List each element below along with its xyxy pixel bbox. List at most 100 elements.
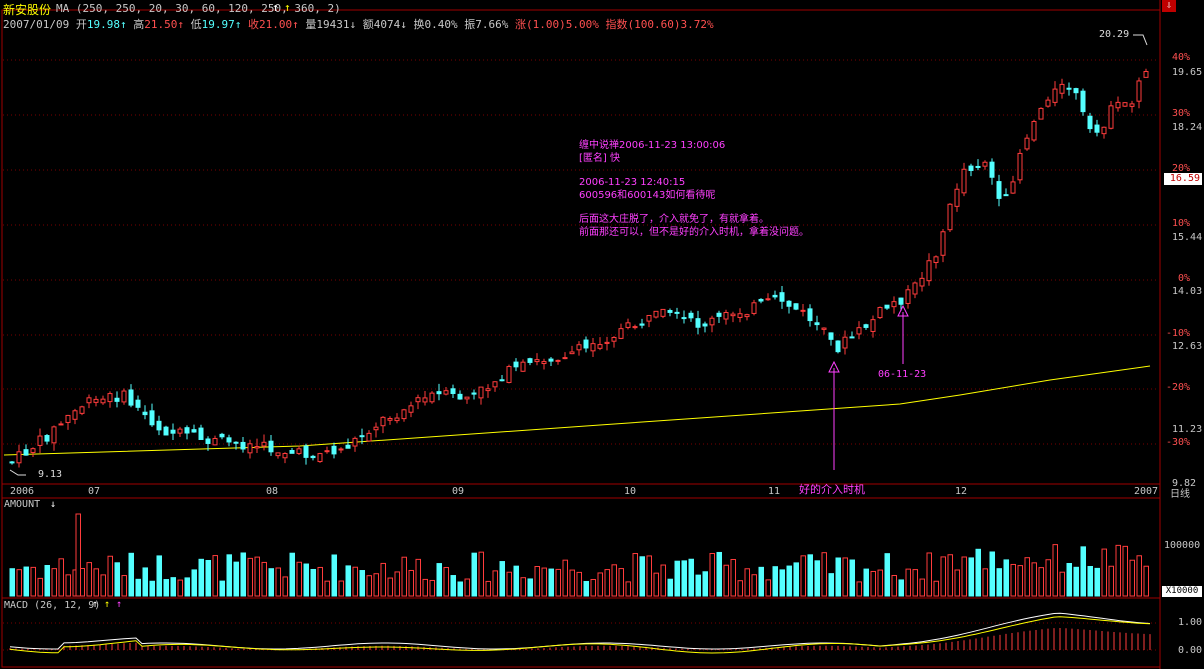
- volume-bar: [198, 558, 204, 597]
- volume-bar: [1122, 545, 1128, 597]
- scroll-down-icon[interactable]: ⇩: [1162, 0, 1176, 12]
- volume-bar: [618, 568, 624, 597]
- volume-bar: [226, 554, 232, 597]
- candlestick: [191, 424, 197, 433]
- amount-arrow-icon: ↓: [400, 18, 407, 31]
- candlestick: [520, 359, 526, 372]
- candlestick: [667, 308, 673, 317]
- min-price-label: 9.13: [38, 469, 63, 480]
- candlestick: [1136, 77, 1142, 109]
- candlestick: [317, 452, 323, 463]
- volume-unit-badge: X10000: [1162, 586, 1202, 597]
- low-arrow-icon: ↑: [234, 18, 242, 31]
- candlestick: [632, 324, 638, 330]
- amount-label: 额: [362, 18, 374, 31]
- candlestick: [982, 160, 988, 170]
- candlestick: [884, 304, 890, 310]
- macd-panel-frame: [1, 597, 1161, 668]
- candlestick: [625, 318, 631, 330]
- candlestick: [499, 374, 505, 382]
- amplitude-label: 振: [464, 18, 476, 31]
- candlestick: [16, 444, 22, 468]
- candlestick: [583, 336, 589, 353]
- volume-bar: [597, 572, 603, 597]
- x-label-09: 09: [452, 486, 465, 497]
- volume-bar: [184, 577, 190, 597]
- volume-bar: [534, 566, 540, 597]
- volume-bar: [1038, 567, 1044, 597]
- rise-value: (1.00)5.00%: [525, 18, 599, 31]
- high-arrow-icon: ↑: [177, 18, 184, 31]
- volume-bar: [716, 551, 722, 597]
- volume-bar: [562, 559, 568, 597]
- close-label: 收: [247, 18, 259, 31]
- volume-bar: [163, 579, 169, 597]
- volume-bar: [366, 575, 372, 597]
- axis-pct-30: 30%: [1172, 108, 1191, 119]
- volume-bar: [282, 576, 288, 597]
- volume-bar: [905, 568, 911, 597]
- volume-bar: [800, 555, 806, 597]
- candlestick: [170, 423, 176, 440]
- volume-bar: [261, 561, 267, 597]
- candlestick: [457, 390, 463, 400]
- candlestick: [842, 330, 848, 355]
- candlestick: [555, 359, 561, 365]
- volume-bar: [135, 578, 141, 597]
- volume-bar: [912, 569, 918, 597]
- volume-bar: [737, 580, 743, 597]
- volume-bar: [471, 552, 477, 597]
- candlestick: [338, 447, 344, 454]
- volume-bar: [415, 558, 421, 597]
- volume-bar: [933, 580, 939, 597]
- candlestick: [268, 434, 274, 456]
- candlestick: [1010, 175, 1016, 194]
- macd-title: MACD (26, 12, 9): [4, 600, 101, 611]
- volume-bar: [982, 568, 988, 597]
- stock-name: 新安股份: [3, 3, 52, 17]
- macd-arrow-yellow: ↑: [104, 599, 111, 610]
- candlestick: [93, 395, 99, 407]
- open-value: 19.98: [86, 18, 120, 31]
- volume-bar: [345, 565, 351, 597]
- volume-bar: [317, 566, 323, 597]
- period-daily-button[interactable]: 日线: [1170, 489, 1190, 500]
- volume-bar: [436, 563, 442, 597]
- candlestick: [9, 460, 15, 465]
- volume-bar: [107, 555, 113, 597]
- volume-bar: [1024, 557, 1030, 597]
- open-label: 开: [75, 18, 87, 31]
- volume-bar: [751, 574, 757, 597]
- volume-bar: [1066, 563, 1072, 597]
- candlestick: [891, 296, 897, 314]
- candlestick: [275, 452, 281, 459]
- candlestick: [198, 424, 204, 440]
- macd-scale-bottom: 0.00: [1178, 645, 1203, 656]
- candlestick: [863, 323, 869, 330]
- volume-bar: [926, 552, 932, 597]
- volume-bar: [240, 552, 246, 597]
- candlestick: [226, 434, 232, 447]
- candlestick: [401, 408, 407, 422]
- volume-bar: [44, 564, 50, 597]
- close-value: 21.00: [258, 18, 293, 31]
- volume-value: 19431: [316, 18, 350, 31]
- max-price-label: 20.29: [1099, 29, 1130, 40]
- volume-bar: [303, 563, 309, 597]
- volume-bar: [842, 557, 848, 597]
- volume-bar: [296, 561, 302, 597]
- candlestick: [44, 433, 50, 445]
- annotation-arrow-date: [897, 304, 909, 364]
- candlestick: [282, 452, 288, 464]
- volume-bar: [688, 558, 694, 597]
- candlestick: [464, 396, 470, 404]
- candlestick: [618, 323, 624, 340]
- x-label-2006: 2006: [10, 486, 35, 497]
- turnover-label: 换: [413, 18, 425, 31]
- volume-bar: [625, 581, 631, 597]
- candlestick: [933, 255, 939, 269]
- volume-bar: [709, 553, 715, 597]
- candlestick-series: [9, 68, 1149, 468]
- candlestick: [800, 304, 806, 317]
